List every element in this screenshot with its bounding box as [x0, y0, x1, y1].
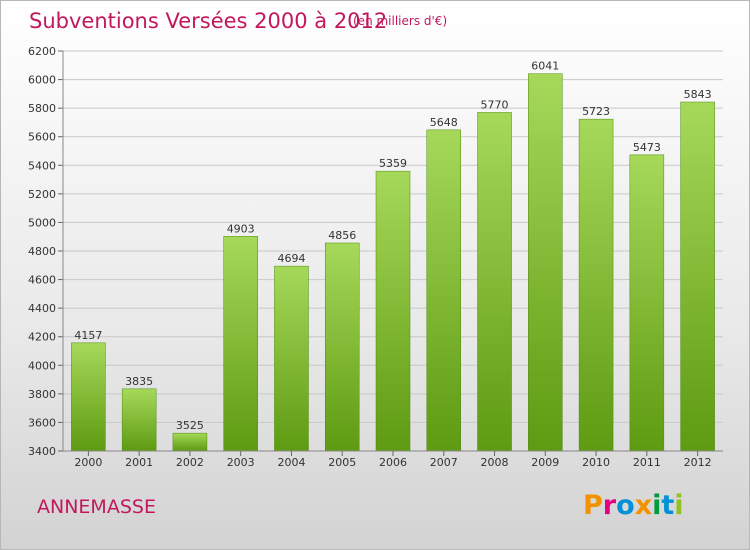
y-tick-label: 5800: [28, 102, 56, 115]
x-tick-label: 2010: [582, 456, 610, 469]
value-label: 3835: [125, 375, 153, 388]
value-label: 6041: [531, 60, 559, 73]
y-tick-label: 4200: [28, 331, 56, 344]
chart-title: Subventions Versées 2000 à 2012: [29, 9, 388, 33]
x-tick-label: 2009: [531, 456, 559, 469]
bar-2008: [477, 112, 512, 452]
value-label: 5770: [481, 98, 509, 111]
x-tick-label: 2007: [430, 456, 458, 469]
x-tick-label: 2001: [125, 456, 153, 469]
y-tick-label: 3600: [28, 416, 56, 429]
y-tick-label: 3400: [28, 445, 56, 458]
value-label: 4694: [277, 252, 305, 265]
value-label: 5843: [684, 88, 712, 101]
bar-2004: [274, 265, 309, 452]
y-tick-label: 6200: [28, 45, 56, 58]
y-tick-label: 4400: [28, 302, 56, 315]
value-label: 5359: [379, 157, 407, 170]
value-label: 5648: [430, 116, 458, 129]
logo-letter: x: [634, 490, 653, 521]
y-tick-label: 4800: [28, 245, 56, 258]
bar-2011: [629, 154, 665, 452]
y-tick-label: 5400: [28, 159, 56, 172]
logo-letter: P: [583, 490, 603, 521]
bar-2006: [375, 170, 411, 452]
labels: 3400 3600 3800 4000 4200 4400 4600 4800 5000 5200…: [28, 45, 712, 469]
value-label: 4903: [227, 222, 255, 235]
x-tick-label: 2008: [481, 456, 509, 469]
logo-letter: i: [674, 490, 684, 521]
value-label: 4157: [74, 329, 102, 342]
logo-letter: o: [616, 490, 635, 521]
x-tick-label: 2011: [633, 456, 661, 469]
y-tick-label: 5600: [28, 131, 56, 144]
value-label: 4856: [328, 229, 356, 242]
bar-2010: [578, 118, 614, 452]
x-tick-label: 2004: [277, 456, 305, 469]
x-tick-label: 2003: [227, 456, 255, 469]
bars: [71, 73, 715, 452]
chart-subtitle: (en milliers d'€): [353, 14, 448, 28]
logo-letter: t: [661, 490, 675, 521]
logo-letter: r: [602, 490, 617, 521]
x-tick-label: 2000: [74, 456, 102, 469]
bar-2009: [528, 73, 563, 452]
bar-2001: [121, 388, 157, 452]
y-tick-label: 6000: [28, 74, 56, 87]
proxiti-logo: Proxiti: [583, 490, 684, 521]
axes: [58, 50, 723, 456]
x-tick-label: 2006: [379, 456, 407, 469]
value-label: 5723: [582, 105, 610, 118]
y-tick-label: 4000: [28, 359, 56, 372]
bar-2005: [324, 242, 360, 452]
bar-2012: [680, 101, 715, 452]
y-tick-label: 4600: [28, 274, 56, 287]
bar-2007: [426, 129, 462, 452]
x-tick-label: 2012: [684, 456, 712, 469]
value-label: 3525: [176, 419, 204, 432]
bar-2002: [172, 432, 208, 452]
logo-letter: i: [652, 490, 662, 521]
bar-2000: [71, 342, 106, 452]
city-name: ANNEMASSE: [37, 496, 156, 518]
bar-2003: [223, 236, 258, 452]
value-label: 5473: [633, 141, 661, 154]
y-tick-label: 5200: [28, 188, 56, 201]
y-tick-label: 3800: [28, 388, 56, 401]
x-tick-label: 2002: [176, 456, 204, 469]
x-tick-label: 2005: [328, 456, 356, 469]
y-tick-label: 5000: [28, 216, 56, 229]
